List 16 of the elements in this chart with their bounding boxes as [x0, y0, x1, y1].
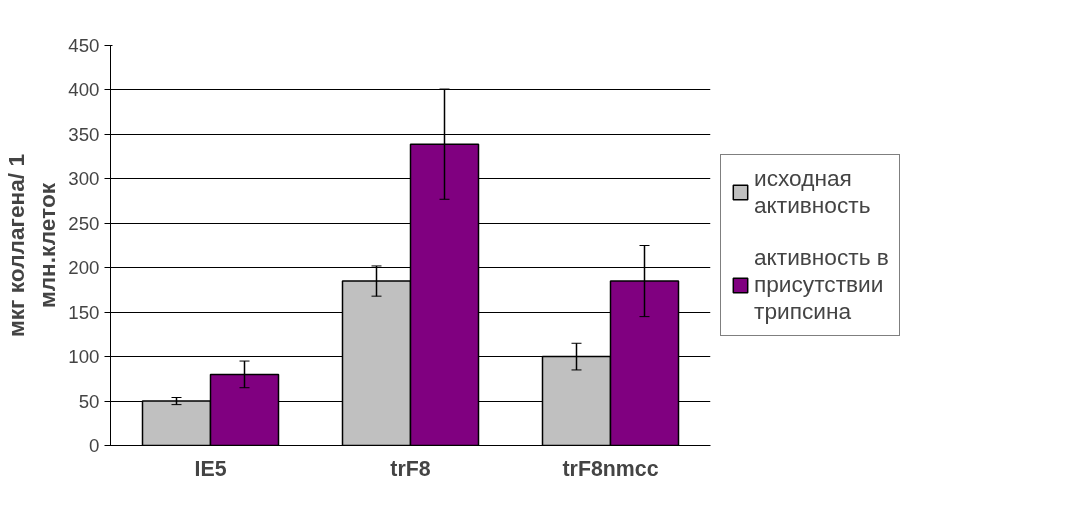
y-tick-label: 100 [68, 346, 100, 368]
y-tick-label: 200 [68, 257, 100, 279]
y-tick-label: 50 [78, 390, 100, 412]
y-tick-label: 150 [68, 301, 100, 323]
y-tick-label: 300 [68, 168, 100, 190]
x-tick-label: IE5 [194, 456, 227, 481]
y-tick-label: 400 [68, 79, 100, 101]
y-tick-label: 450 [68, 35, 100, 56]
legend-label: активность в присутствии трипсина [754, 244, 889, 325]
y-tick-label: 250 [68, 212, 100, 234]
x-tick-label: trF8nmcc [562, 456, 659, 481]
x-tick-label: trF8 [390, 456, 431, 481]
y-axis-title: мкг коллагена/ 1 млн.клеток [3, 153, 61, 338]
y-tick-label: 350 [68, 123, 100, 145]
y-tick-label: 0 [89, 435, 100, 456]
legend-label: исходная активность [754, 165, 871, 219]
